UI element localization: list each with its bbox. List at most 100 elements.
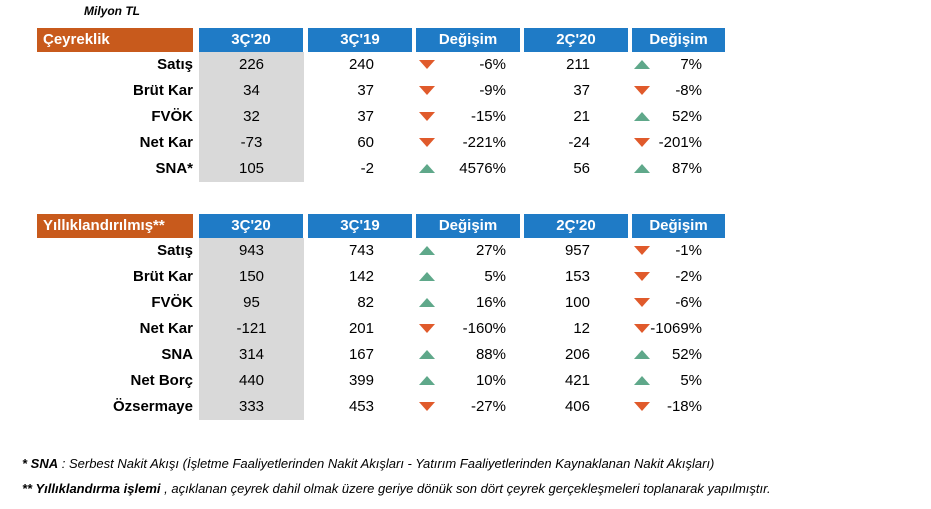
header-change-qoq: Değişim [632,28,725,52]
header-prev-year: 3Ç'19 [308,214,412,238]
trend-up-icon [634,350,650,359]
value-prev-quarter: 21 [573,108,590,125]
footnote-annualized-text: , açıklanan çeyrek dahil olmak üzere ger… [160,481,771,496]
value-current: -73 [199,130,304,156]
value-current: 943 [199,238,304,264]
row-label: Net Borç [130,372,193,389]
trend-up-icon [419,246,435,255]
change-yoy: -15% [470,108,506,125]
trend-down-icon [634,86,650,95]
trend-up-icon [419,376,435,385]
value-prev-year: 201 [348,320,374,337]
value-prev-quarter: 211 [566,56,590,73]
change-yoy: -160% [462,320,506,337]
header-prev-quarter: 2Ç'20 [524,214,628,238]
trend-down-icon [419,112,435,121]
header-current: 3Ç'20 [199,28,303,52]
row-label: SNA [161,346,193,363]
value-prev-quarter: -24 [568,134,590,151]
trend-up-icon [419,298,435,307]
header-change-yoy: Değişim [416,28,520,52]
row-label: FVÖK [151,294,193,311]
change-qoq: -1% [675,242,702,259]
change-qoq: 5% [680,372,702,389]
value-prev-quarter: 56 [573,160,590,177]
footnote-annualized-key: ** Yıllıklandırma işlemi [22,481,161,496]
value-current: 32 [199,104,304,130]
trend-up-icon [419,350,435,359]
row-label: Satış [157,56,193,73]
value-prev-year: 167 [348,346,374,363]
change-qoq: -6% [675,294,702,311]
value-current: 95 [199,290,304,316]
change-yoy: -6% [479,56,506,73]
trend-up-icon [634,112,650,121]
value-prev-year: 82 [357,294,374,311]
value-prev-year: 60 [357,134,374,151]
footnote-sna-key: * SNA [22,456,59,471]
header-prev-year: 3Ç'19 [308,28,412,52]
change-qoq: -201% [658,134,702,151]
header-change-qoq: Değişim [632,214,725,238]
trend-down-icon [634,246,650,255]
trend-up-icon [634,164,650,173]
trend-up-icon [419,164,435,173]
trend-up-icon [419,272,435,281]
trend-down-icon [419,86,435,95]
row-label: Net Kar [139,320,193,337]
value-current: 333 [199,394,304,420]
change-yoy: 5% [484,268,506,285]
row-label: SNA* [155,160,193,177]
footnote-sna: * SNA : Serbest Nakit Akışı (İşletme Faa… [22,456,714,471]
change-yoy: -221% [462,134,506,151]
value-prev-year: 453 [348,398,374,415]
trend-up-icon [634,60,650,69]
value-prev-quarter: 406 [564,398,590,415]
trend-down-icon [419,138,435,147]
header-label: Çeyreklik [37,28,193,52]
header-label: Yıllıklandırılmış** [37,214,193,238]
change-qoq: 87% [671,160,702,177]
trend-down-icon [419,60,435,69]
unit-label: Milyon TL [84,4,140,18]
footnote-sna-text: : Serbest Nakit Akışı (İşletme Faaliyetl… [58,456,715,471]
value-prev-year: 37 [357,82,374,99]
header-change-yoy: Değişim [416,214,520,238]
value-current: -121 [199,316,304,342]
row-label: Satış [157,242,193,259]
change-qoq: -1069% [650,320,702,337]
row-label: Brüt Kar [132,82,193,99]
value-current: 314 [199,342,304,368]
change-qoq: -18% [666,398,702,415]
header-prev-quarter: 2Ç'20 [524,28,628,52]
value-prev-quarter: 37 [573,82,590,99]
value-current: 34 [199,78,304,104]
value-prev-year: 142 [348,268,374,285]
change-qoq: 52% [671,346,702,363]
change-yoy: -27% [470,398,506,415]
value-current: 105 [199,156,304,182]
trend-down-icon [419,402,435,411]
value-prev-year: 240 [348,56,374,73]
row-label: Özsermaye [112,398,193,415]
trend-down-icon [634,402,650,411]
change-yoy: 4576% [459,160,506,177]
value-prev-quarter: 206 [564,346,590,363]
row-label: FVÖK [151,108,193,125]
value-prev-year: 37 [357,108,374,125]
trend-down-icon [634,272,650,281]
change-qoq: 7% [680,56,702,73]
header-current: 3Ç'20 [199,214,303,238]
value-prev-year: 399 [348,372,374,389]
row-label: Brüt Kar [132,268,193,285]
change-yoy: 27% [475,242,506,259]
footnote-annualized: ** Yıllıklandırma işlemi , açıklanan çey… [22,481,771,496]
value-prev-year: -2 [360,160,374,177]
value-prev-quarter: 421 [564,372,590,389]
value-prev-quarter: 957 [564,242,590,259]
change-qoq: -8% [675,82,702,99]
value-current: 440 [199,368,304,394]
change-yoy: 88% [475,346,506,363]
value-current: 150 [199,264,304,290]
value-current: 226 [199,52,304,78]
